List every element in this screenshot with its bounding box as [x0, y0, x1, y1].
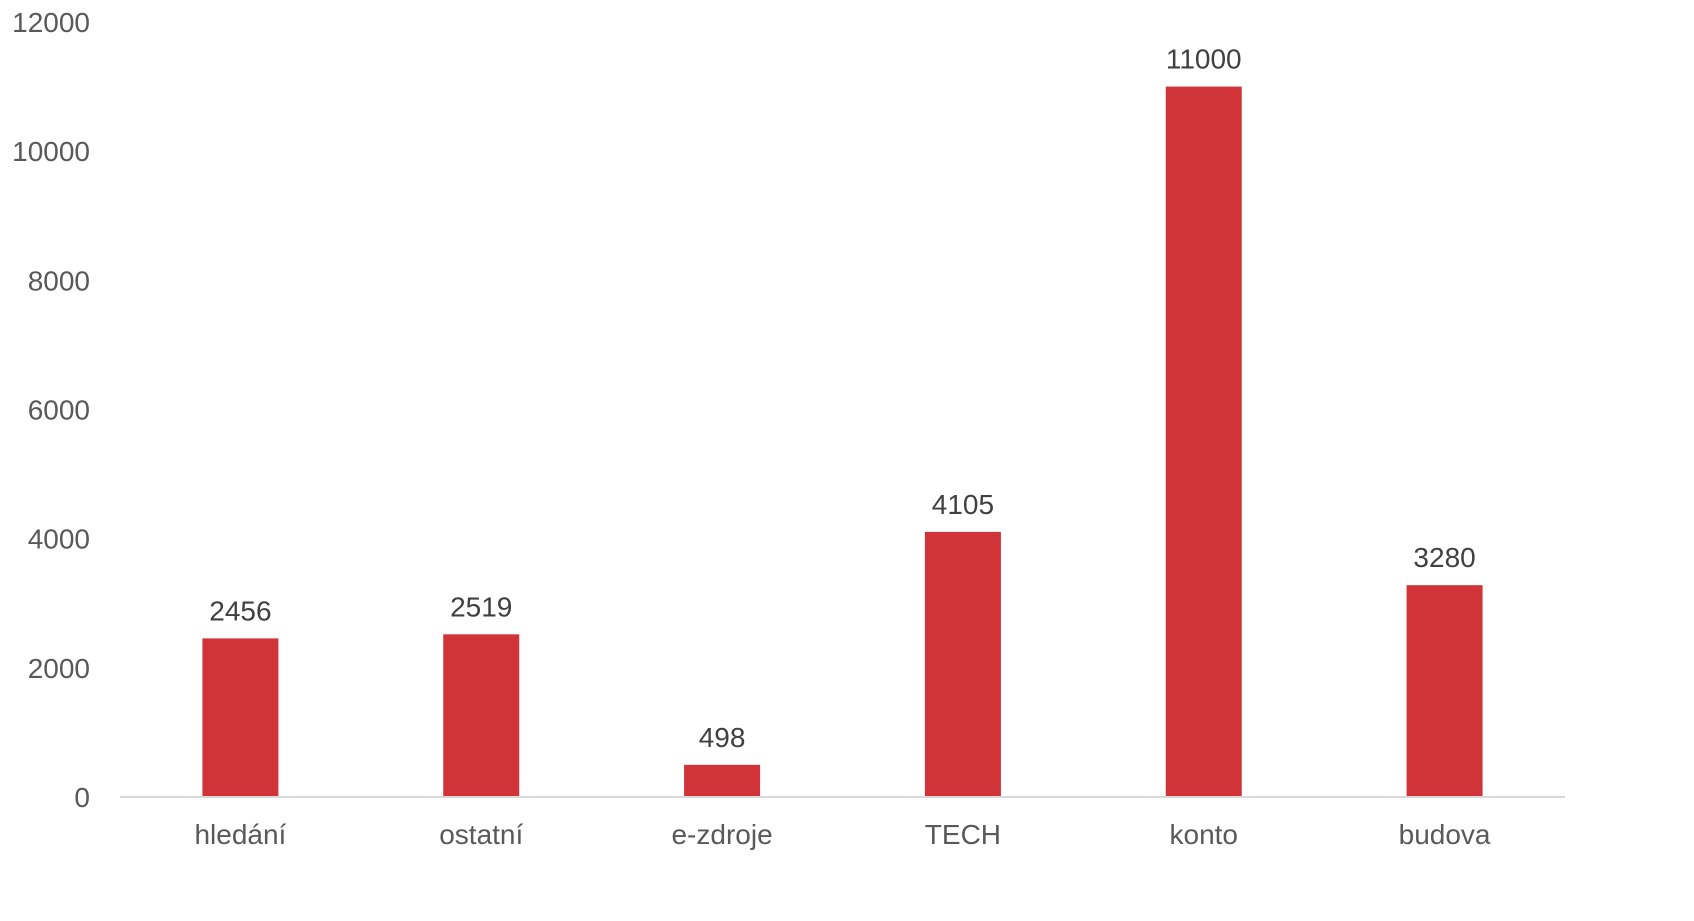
- y-tick-label: 6000: [28, 395, 90, 426]
- category-label: TECH: [925, 819, 1001, 850]
- y-tick-label: 8000: [28, 265, 90, 296]
- bar: [443, 634, 520, 797]
- data-label: 4105: [932, 489, 994, 520]
- data-label: 2519: [450, 591, 512, 622]
- category-label: hledání: [194, 819, 286, 850]
- y-tick-label: 2000: [28, 653, 90, 684]
- y-axis-ticks: 0 2000 4000 6000 8000 10000 12000: [12, 7, 90, 813]
- data-label: 3280: [1413, 542, 1475, 573]
- category-label: e-zdroje: [671, 819, 772, 850]
- bar: [202, 638, 279, 797]
- data-label: 498: [699, 722, 746, 753]
- data-label: 2456: [209, 595, 271, 626]
- bars: [202, 86, 1483, 798]
- y-tick-label: 12000: [12, 7, 90, 38]
- category-label: ostatní: [439, 819, 523, 850]
- bar: [924, 531, 1001, 797]
- data-label: 11000: [1166, 44, 1242, 75]
- y-tick-label: 4000: [28, 524, 90, 555]
- y-tick-label: 0: [74, 782, 90, 813]
- category-label: konto: [1170, 819, 1239, 850]
- y-tick-label: 10000: [12, 136, 90, 167]
- bar: [684, 764, 761, 797]
- bar: [1406, 585, 1483, 797]
- bar: [1165, 86, 1242, 798]
- data-labels: 2456 2519 498 4105 11000 3280: [209, 44, 1475, 753]
- category-label: budova: [1399, 819, 1491, 850]
- category-labels: hledání ostatní e-zdroje TECH konto budova: [194, 819, 1490, 850]
